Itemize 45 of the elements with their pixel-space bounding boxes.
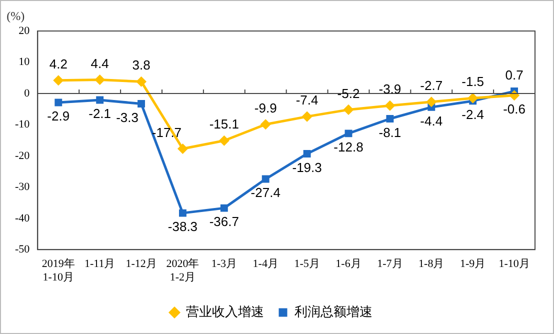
y-tick-label: -50 <box>14 243 30 256</box>
x-tick-label: 1-6月 <box>336 258 362 270</box>
data-label: -2.1 <box>88 106 112 122</box>
data-label: -15.1 <box>209 116 239 132</box>
data-label: 4.2 <box>49 56 68 72</box>
y-tick-label: 0 <box>24 87 30 100</box>
x-tick-label: 2020年 1-2月 <box>166 258 200 284</box>
data-label: -12.8 <box>334 140 364 155</box>
data-label: -36.7 <box>209 214 239 230</box>
data-label: -2.7 <box>420 78 443 93</box>
data-label: 0.7 <box>505 67 524 82</box>
x-tick-label: 1-5月 <box>294 258 320 270</box>
data-label: -3.3 <box>116 110 138 125</box>
y-tick-label: -10 <box>14 118 30 131</box>
legend-label: 营业收入增速 <box>186 304 264 320</box>
x-tick-label: 1-8月 <box>418 258 444 270</box>
y-tick-label: 10 <box>18 56 30 68</box>
data-label: -9.9 <box>254 100 277 116</box>
data-label: -4.4 <box>420 113 443 128</box>
x-tick-label: 1-11月 <box>84 258 116 270</box>
data-label: -19.3 <box>292 160 322 175</box>
data-label: -1.5 <box>462 74 484 90</box>
y-tick-label: -40 <box>14 212 30 224</box>
y-tick-label: -30 <box>14 181 30 194</box>
x-tick-label: 1-4月 <box>252 258 278 270</box>
x-tick-label: 1-9月 <box>460 258 486 270</box>
x-tick-label: 2019年 1-10月 <box>42 258 75 284</box>
x-tick-label: 1-7月 <box>377 258 403 270</box>
data-label: -27.4 <box>250 185 280 200</box>
y-axis-title: (%) <box>6 9 25 24</box>
data-label: -0.6 <box>503 101 526 116</box>
y-tick-label: -20 <box>14 150 30 162</box>
x-tick-label: 1-12月 <box>126 258 157 270</box>
data-label: 4.4 <box>90 56 109 71</box>
data-label: -38.3 <box>168 219 198 234</box>
data-label: -7.4 <box>296 92 318 108</box>
data-label: -2.4 <box>462 107 484 122</box>
x-tick-label: 1-3月 <box>211 258 237 270</box>
data-label: -2.9 <box>47 108 70 124</box>
data-label: -8.1 <box>378 124 402 140</box>
legend-label: 利润总额增速 <box>294 304 372 320</box>
data-label: -3.9 <box>378 82 402 97</box>
x-tick-label: 1-10月 <box>498 258 530 270</box>
y-tick-label: 20 <box>18 24 30 37</box>
data-label: 3.8 <box>132 58 150 73</box>
